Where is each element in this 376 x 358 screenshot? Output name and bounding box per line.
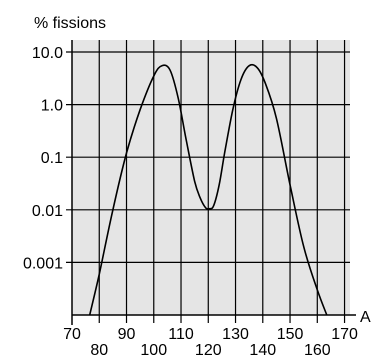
y-tick-label: 0.001 bbox=[23, 255, 63, 272]
grid bbox=[66, 40, 350, 323]
x-tick-label-lower: 160 bbox=[304, 342, 331, 358]
y-tick-label: 0.01 bbox=[32, 203, 63, 220]
y-tick-labels: 10.0 1.0 0.1 0.01 0.001 bbox=[23, 45, 63, 272]
x-tick-label-upper: 130 bbox=[222, 326, 249, 343]
x-tick-label-lower: 140 bbox=[249, 342, 276, 358]
x-tick-label-upper: 170 bbox=[331, 326, 358, 343]
x-tick-label-upper: 70 bbox=[63, 326, 81, 343]
axes bbox=[71, 40, 356, 325]
x-axis-label: A bbox=[360, 309, 371, 326]
y-tick-label: 10.0 bbox=[32, 45, 63, 62]
x-tick-labels: 70 90 110 130 150 170 80 100 120 140 160 bbox=[63, 326, 358, 358]
x-tick-label-upper: 110 bbox=[168, 326, 194, 343]
y-tick-label: 1.0 bbox=[41, 98, 63, 115]
x-tick-label-upper: 90 bbox=[118, 326, 136, 343]
fission-yield-curve bbox=[88, 63, 328, 316]
plot-area bbox=[72, 40, 350, 315]
y-tick-label: 0.1 bbox=[41, 150, 63, 167]
y-axis-label: % fissions bbox=[34, 15, 106, 32]
x-tick-label-upper: 150 bbox=[277, 326, 304, 343]
x-tick-label-lower: 100 bbox=[140, 342, 167, 358]
x-tick-label-lower: 80 bbox=[90, 342, 108, 358]
x-tick-label-lower: 120 bbox=[195, 342, 222, 358]
